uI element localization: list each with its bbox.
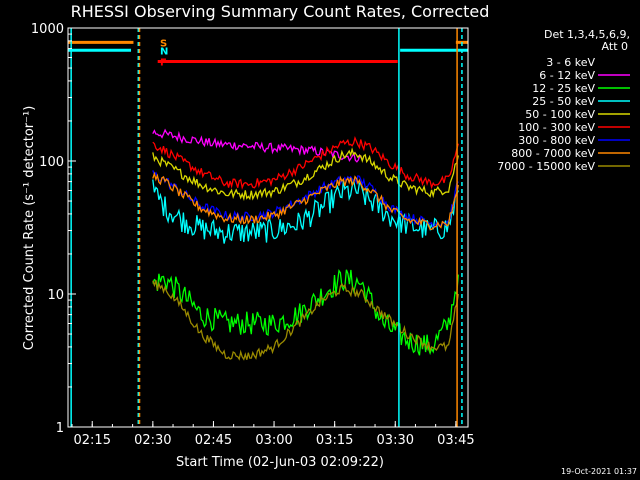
plot-frame — [67, 27, 469, 428]
flag-layer: SNF — [68, 38, 468, 68]
legend-entry-6: 300 - 800 keV — [518, 134, 595, 147]
x-tick-label-3: 03:00 — [255, 433, 292, 448]
legend-entry-2: 12 - 25 keV — [532, 82, 595, 95]
series-line-0 — [152, 96, 362, 141]
series-line-8 — [152, 280, 459, 361]
flag-label-N: N — [160, 46, 168, 57]
y-axis-label: Corrected Count Rate (s⁻¹ detector⁻¹) — [22, 106, 37, 351]
x-tick-label-5: 03:30 — [377, 433, 414, 448]
legend-entry-7: 800 - 7000 keV — [511, 147, 595, 160]
x-axis: 02:15 02:30 02:45 03:00 03:15 03:30 03:45 — [71, 421, 475, 448]
x-tick-label-2: 02:45 — [195, 433, 232, 448]
x-tick-label-0: 02:15 — [74, 433, 111, 448]
series-line-6 — [152, 170, 459, 229]
vline-layer — [70, 28, 463, 427]
legend-entry-1: 6 - 12 keV — [539, 69, 595, 82]
chart-title: RHESSI Observing Summary Count Rates, Co… — [71, 2, 490, 21]
series-layer — [152, 96, 459, 361]
y-tick-label-1: 10 — [47, 288, 64, 303]
series-line-3 — [152, 179, 459, 244]
legend-header-line-2: Att 0 — [602, 40, 628, 53]
x-tick-label-6: 03:45 — [437, 433, 474, 448]
y-tick-label-0: 1 — [56, 421, 64, 436]
flag-label-S: S — [160, 38, 167, 49]
legend-entry-8: 7000 - 15000 keV — [497, 160, 595, 173]
y-axis: 1 10 100 1000 — [31, 22, 76, 436]
legend-entry-0: 3 - 6 keV — [546, 56, 595, 69]
series-line-5 — [152, 136, 459, 190]
series-line-2 — [152, 268, 459, 356]
x-axis-label: Start Time (02-Jun-03 02:09:22) — [176, 455, 384, 470]
legend-entry-5: 100 - 300 keV — [518, 121, 595, 134]
series-line-4 — [152, 147, 459, 202]
x-tick-label-1: 02:30 — [134, 433, 171, 448]
series-line-7 — [152, 171, 459, 231]
x-tick-label-4: 03:15 — [316, 433, 353, 448]
y-tick-label-3: 1000 — [31, 22, 64, 37]
legend-entry-3: 25 - 50 keV — [532, 95, 595, 108]
footer-timestamp: 19-Oct-2021 01:37 — [561, 467, 637, 476]
flag-label-F: F — [160, 57, 167, 68]
legend-entry-4: 50 - 100 keV — [525, 108, 595, 121]
legend-header-line-1: Det 1,3,4,5,6,9, — [544, 28, 630, 41]
y-tick-label-2: 100 — [39, 155, 64, 170]
